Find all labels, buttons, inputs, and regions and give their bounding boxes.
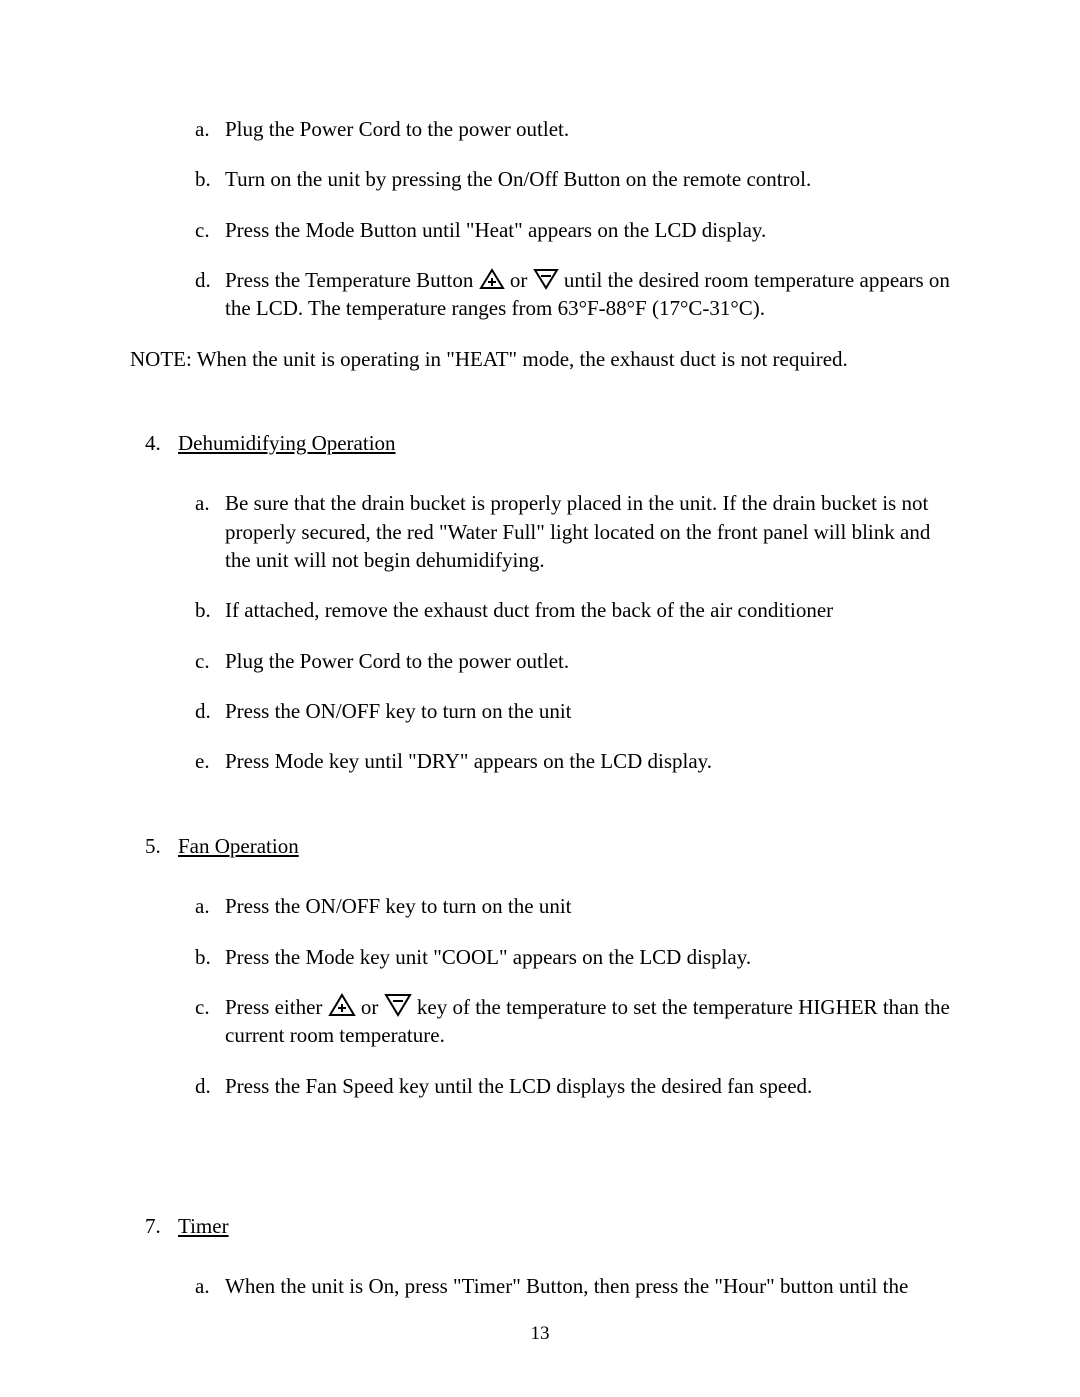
list-item: d. Press the Temperature Button or until… [195,266,950,323]
list-item: a. Plug the Power Cord to the power outl… [195,115,950,143]
section-heading: 4. Dehumidifying Operation [145,429,950,457]
list-marker: b. [195,596,225,624]
list-text: Plug the Power Cord to the power outlet. [225,647,950,675]
list-item: b. Press the Mode key unit "COOL" appear… [195,943,950,971]
page: a. Plug the Power Cord to the power outl… [0,0,1080,1397]
list-item: d. Press the ON/OFF key to turn on the u… [195,697,950,725]
list-text: Press the Mode key unit "COOL" appears o… [225,943,950,971]
list-item: b. If attached, remove the exhaust duct … [195,596,950,624]
list-marker: e. [195,747,225,775]
list-marker: c. [195,993,225,1050]
list-text: Press the ON/OFF key to turn on the unit [225,892,950,920]
list-text: Press the Fan Speed key until the LCD di… [225,1072,950,1100]
list-item: c. Press either or key of the temperatur… [195,993,950,1050]
text-or: or [510,268,533,292]
list-marker: c. [195,647,225,675]
list-text: If attached, remove the exhaust duct fro… [225,596,950,624]
up-triangle-plus-icon [479,268,505,290]
list-text: When the unit is On, press "Timer" Butto… [225,1272,950,1300]
section-heading: 5. Fan Operation [145,832,950,860]
list-marker: a. [195,489,225,574]
list-item: b. Turn on the unit by pressing the On/O… [195,165,950,193]
list-marker: b. [195,943,225,971]
section-marker: 5. [145,832,178,860]
list-item: a. Be sure that the drain bucket is prop… [195,489,950,574]
section-title: Fan Operation [178,834,299,858]
list-marker: a. [195,892,225,920]
section-marker: 7. [145,1212,178,1240]
list-marker: a. [195,115,225,143]
list-text: Press the Mode Button until "Heat" appea… [225,216,950,244]
section-title: Dehumidifying Operation [178,431,396,455]
down-triangle-minus-icon [533,268,559,290]
list-item: c. Plug the Power Cord to the power outl… [195,647,950,675]
section-marker: 4. [145,429,178,457]
section-title: Timer [178,1214,229,1238]
list-marker: a. [195,1272,225,1300]
list-marker: c. [195,216,225,244]
list-text: Press the Temperature Button or until th… [225,266,950,323]
list-text: Turn on the unit by pressing the On/Off … [225,165,950,193]
list-text: Plug the Power Cord to the power outlet. [225,115,950,143]
list-text: Press the ON/OFF key to turn on the unit [225,697,950,725]
list-marker: b. [195,165,225,193]
section-heading: 7. Timer [145,1212,950,1240]
list-item: a. When the unit is On, press "Timer" Bu… [195,1272,950,1300]
text-prefix: Press the Temperature Button [225,268,479,292]
list-item: e. Press Mode key until "DRY" appears on… [195,747,950,775]
list-text: Press either or key of the temperature t… [225,993,950,1050]
page-number: 13 [0,1321,1080,1347]
text-or: or [361,995,384,1019]
list-marker: d. [195,697,225,725]
up-triangle-plus-icon [328,993,356,1017]
list-item: d. Press the Fan Speed key until the LCD… [195,1072,950,1100]
text-prefix: Press either [225,995,328,1019]
list-item: c. Press the Mode Button until "Heat" ap… [195,216,950,244]
list-marker: d. [195,266,225,323]
note-text: NOTE: When the unit is operating in "HEA… [130,345,950,373]
down-triangle-minus-icon [384,993,412,1017]
list-item: a. Press the ON/OFF key to turn on the u… [195,892,950,920]
list-text: Be sure that the drain bucket is properl… [225,489,950,574]
list-marker: d. [195,1072,225,1100]
list-text: Press Mode key until "DRY" appears on th… [225,747,950,775]
